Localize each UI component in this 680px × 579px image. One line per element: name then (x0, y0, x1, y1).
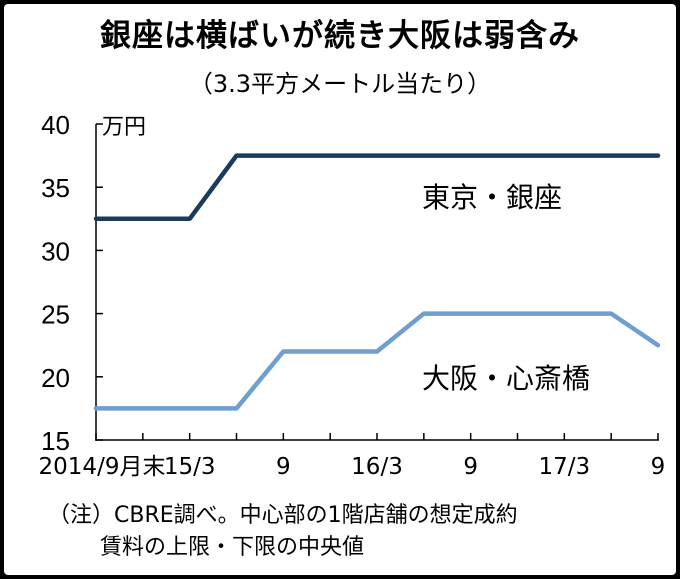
series-line-2 (93, 311, 661, 411)
y-axis-unit-label: 万円 (102, 115, 146, 140)
footnote-line-1: （注）CBRE調べ。中心部の1階店舗の想定成約 (48, 503, 518, 528)
chart-subtitle: （3.3平方メートル当たり） (188, 70, 492, 98)
x-tick-label: 2014/9月末 (39, 454, 166, 480)
chart-lines (93, 153, 661, 411)
x-tick-label: 16/3 (351, 454, 403, 480)
series-label-2: 大阪・心斎橋 (422, 362, 590, 395)
y-tick-label: 15 (41, 426, 70, 456)
x-tick-label: 9 (463, 454, 478, 480)
series-label-1: 東京・銀座 (422, 181, 562, 214)
x-tick-label: 9 (651, 454, 666, 480)
y-tick-label: 35 (41, 173, 70, 203)
y-tick-label: 25 (41, 300, 70, 330)
chart-panel: 銀座は横ばいが続き大阪は弱含み （3.3平方メートル当たり） 40 35 30 25 2… (4, 4, 676, 575)
series-line-1 (93, 153, 661, 222)
footnote-line-2: 賃料の上限・下限の中央値 (100, 535, 365, 560)
x-tick-label: 15/3 (164, 454, 216, 480)
x-tick-label: 17/3 (539, 454, 591, 480)
y-tick-label: 40 (41, 110, 70, 140)
y-tick-label: 20 (41, 363, 70, 393)
y-tick-label: 30 (41, 236, 70, 266)
chart-title: 銀座は横ばいが続き大阪は弱含み (100, 18, 580, 54)
x-tick-label: 9 (276, 454, 291, 480)
